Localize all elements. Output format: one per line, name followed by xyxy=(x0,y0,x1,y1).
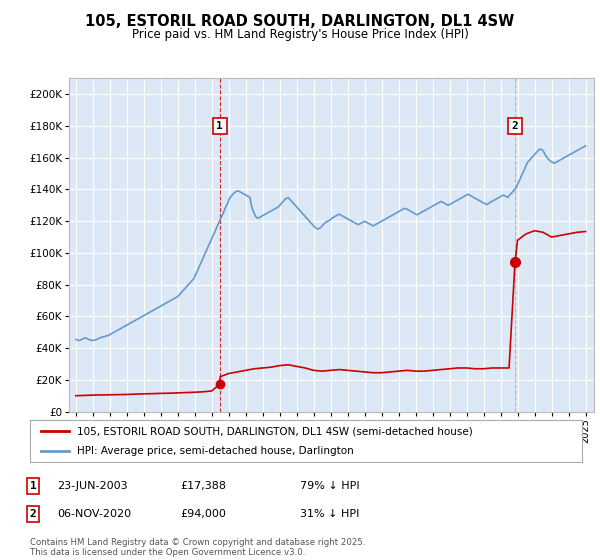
Text: 2: 2 xyxy=(29,509,37,519)
Text: Price paid vs. HM Land Registry's House Price Index (HPI): Price paid vs. HM Land Registry's House … xyxy=(131,28,469,41)
Text: 105, ESTORIL ROAD SOUTH, DARLINGTON, DL1 4SW (semi-detached house): 105, ESTORIL ROAD SOUTH, DARLINGTON, DL1… xyxy=(77,426,473,436)
Text: £94,000: £94,000 xyxy=(180,509,226,519)
Text: 1: 1 xyxy=(217,121,223,131)
Text: 1: 1 xyxy=(29,481,37,491)
Text: 31% ↓ HPI: 31% ↓ HPI xyxy=(300,509,359,519)
Text: Contains HM Land Registry data © Crown copyright and database right 2025.
This d: Contains HM Land Registry data © Crown c… xyxy=(30,538,365,557)
Text: £17,388: £17,388 xyxy=(180,481,226,491)
Text: 79% ↓ HPI: 79% ↓ HPI xyxy=(300,481,359,491)
Text: 2: 2 xyxy=(512,121,518,131)
Text: 23-JUN-2003: 23-JUN-2003 xyxy=(57,481,128,491)
Text: 105, ESTORIL ROAD SOUTH, DARLINGTON, DL1 4SW: 105, ESTORIL ROAD SOUTH, DARLINGTON, DL1… xyxy=(85,14,515,29)
Text: HPI: Average price, semi-detached house, Darlington: HPI: Average price, semi-detached house,… xyxy=(77,446,353,456)
Text: 06-NOV-2020: 06-NOV-2020 xyxy=(57,509,131,519)
